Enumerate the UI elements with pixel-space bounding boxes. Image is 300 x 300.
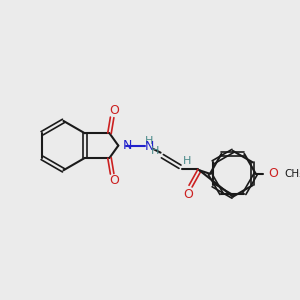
Text: N: N: [123, 139, 132, 152]
Text: O: O: [268, 167, 278, 180]
Text: CH₃: CH₃: [284, 169, 300, 179]
Text: O: O: [109, 104, 119, 117]
Text: H: H: [183, 157, 191, 166]
Text: H: H: [145, 136, 153, 146]
Text: H: H: [151, 146, 160, 156]
Text: O: O: [183, 188, 193, 201]
Text: O: O: [109, 174, 119, 187]
Text: N: N: [145, 140, 154, 153]
